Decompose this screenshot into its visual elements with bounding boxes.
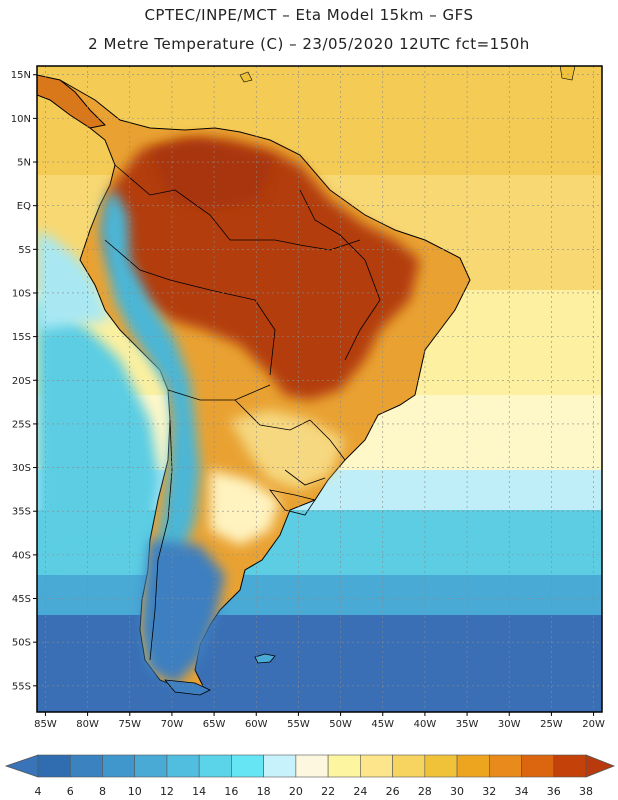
border-colombia [114,164,275,241]
lat-tick-label: EQ [17,201,31,212]
central-america [37,74,107,129]
colorbar-label: 12 [160,785,174,798]
pampas-mild [210,470,280,545]
colorbar-swatch [166,754,200,778]
lon-tick-label: 20W [582,719,605,730]
rio-de-la-plata [269,489,316,516]
lat-tick-label: 40S [12,550,31,561]
colorbar-label: 10 [128,785,142,798]
colorbar-label: 22 [321,785,335,798]
colorbar-label: 4 [35,785,42,798]
lat-tick-label: 25S [12,419,31,430]
lon-tick-label: 30W [498,719,521,730]
colorbar-label: 24 [353,785,367,798]
border-guianas [274,239,361,251]
colorbar-swatch [69,754,103,778]
humboldt-current [37,300,160,560]
colorbar-swatch [134,754,168,778]
longitude-labels: 85W 80W 75W 70W 65W 60W 55W 50W 45W 40W 35W 30W 25W 2… [34,712,605,730]
lat-tick-label: 55S [12,681,31,692]
colorbar-swatch [521,754,555,778]
lon-tick-label: 75W [118,719,141,730]
lat-tick-label: 10S [12,288,31,299]
colorbar-label: 26 [386,785,400,798]
pacific-cool [37,230,110,330]
venezuela-hot-zone [150,140,275,210]
lon-tick-label: 70W [161,719,184,730]
colorbar-swatch [392,754,426,778]
temperature-colorbar: 4 6 8 10 12 14 16 18 20 22 24 26 28 30 32 34 36 38 [4,754,616,798]
lat-tick-label: 15N [11,70,31,81]
lat-tick-label: 5N [17,158,31,169]
lon-tick-label: 40W [414,719,437,730]
colorbar-swatch [102,754,136,778]
lon-tick-label: 65W [203,719,226,730]
colorbar-under-arrow [4,754,39,778]
border-brazil-south [309,419,346,461]
colorbar-label: 16 [224,785,238,798]
graticule [37,66,602,712]
border-chile-argentina-north [167,384,271,401]
lat-tick-label: 50S [12,638,31,649]
lat-tick-label: 5S [18,245,31,256]
lon-tick-label: 45W [371,719,394,730]
latitude-labels: 15N 10N 5N EQ 5S 10S 15S 20S 25S 30S 35S 40S 45S 50S 5… [11,70,37,692]
amazon-hot-zone [105,138,420,400]
lon-tick-label: 80W [76,719,99,730]
map-frame [36,65,603,713]
colorbar-label: 28 [418,785,432,798]
map-subtitle: 2 Metre Temperature (C) – 23/05/2020 12U… [88,35,530,53]
colorbar-label: 30 [450,785,464,798]
colorbar-swatch [456,754,490,778]
southern-cone-mild [230,410,345,490]
colorbar-swatch [327,754,361,778]
colorbar-label: 8 [99,785,106,798]
colorbar-label: 20 [289,785,303,798]
colorbar-label: 38 [579,785,593,798]
lat-tick-label: 35S [12,507,31,518]
colorbar-swatch [263,754,297,778]
ocean-south [37,615,602,712]
colorbar-label: 32 [482,785,496,798]
colorbar-swatch [37,754,71,778]
lon-tick-label: 25W [540,719,563,730]
map-title: CPTEC/INPE/MCT – Eta Model 15km – GFS [144,6,474,24]
colorbar-over-arrow [585,754,616,778]
colorbar-swatch [553,754,587,778]
colorbar-label: 34 [515,785,529,798]
lon-tick-label: 85W [34,719,57,730]
caribbean-island [559,66,576,81]
lat-tick-label: 20S [12,376,31,387]
colorbar-swatch [295,754,329,778]
colorbar-swatch [424,754,458,778]
lon-tick-label: 55W [287,719,310,730]
colorbar-swatch [360,754,393,778]
border-peru-ecuador [104,239,211,291]
lat-tick-label: 15S [12,332,31,343]
lat-tick-label: 10N [11,114,31,125]
border-paraguay [234,399,311,431]
colorbar-label: 36 [547,785,561,798]
colorbar-label: 6 [67,785,74,798]
patagonia-cold [142,540,225,685]
lat-tick-label: 45S [12,594,31,605]
colorbar-label: 18 [257,785,271,798]
tierra-del-fuego [164,679,211,696]
lon-tick-label: 50W [329,719,352,730]
lon-tick-label: 35W [456,719,479,730]
border-bolivia [209,289,276,376]
border-brazil-states [299,189,381,361]
lon-tick-label: 60W [245,719,268,730]
falkland-islands [254,653,276,664]
border-uruguay [284,469,326,486]
colorbar-swatch [231,754,264,778]
colorbar-label: 14 [192,785,206,798]
lat-tick-label: 30S [12,463,31,474]
ocean-colder [37,575,602,620]
colorbar-swatch [488,754,522,778]
colorbar-swatch [198,754,232,778]
